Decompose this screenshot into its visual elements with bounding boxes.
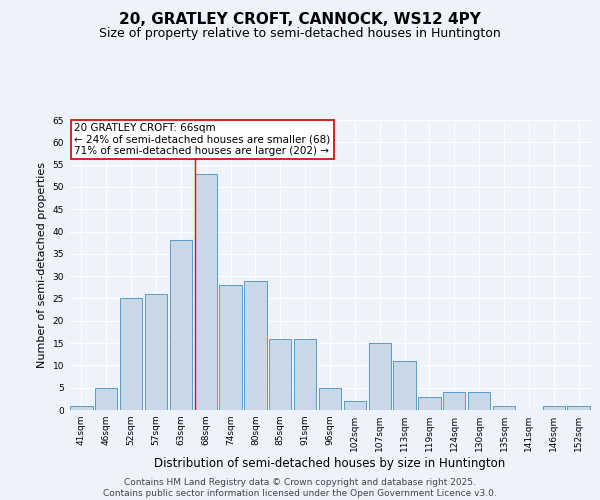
Bar	[145, 294, 167, 410]
Bar	[468, 392, 490, 410]
Bar	[443, 392, 466, 410]
Bar	[344, 401, 366, 410]
Bar	[244, 280, 266, 410]
Bar	[319, 388, 341, 410]
Bar	[120, 298, 142, 410]
Bar	[194, 174, 217, 410]
Bar	[220, 285, 242, 410]
Bar	[542, 406, 565, 410]
X-axis label: Distribution of semi-detached houses by size in Huntington: Distribution of semi-detached houses by …	[154, 457, 506, 470]
Bar	[269, 338, 292, 410]
Bar	[568, 406, 590, 410]
Bar	[368, 343, 391, 410]
Bar	[493, 406, 515, 410]
Bar	[418, 396, 440, 410]
Bar	[70, 406, 92, 410]
Text: Contains HM Land Registry data © Crown copyright and database right 2025.
Contai: Contains HM Land Registry data © Crown c…	[103, 478, 497, 498]
Bar	[170, 240, 192, 410]
Bar	[95, 388, 118, 410]
Y-axis label: Number of semi-detached properties: Number of semi-detached properties	[37, 162, 47, 368]
Text: 20, GRATLEY CROFT, CANNOCK, WS12 4PY: 20, GRATLEY CROFT, CANNOCK, WS12 4PY	[119, 12, 481, 28]
Text: Size of property relative to semi-detached houses in Huntington: Size of property relative to semi-detach…	[99, 28, 501, 40]
Text: 20 GRATLEY CROFT: 66sqm
← 24% of semi-detached houses are smaller (68)
71% of se: 20 GRATLEY CROFT: 66sqm ← 24% of semi-de…	[74, 123, 331, 156]
Bar	[394, 361, 416, 410]
Bar	[294, 338, 316, 410]
